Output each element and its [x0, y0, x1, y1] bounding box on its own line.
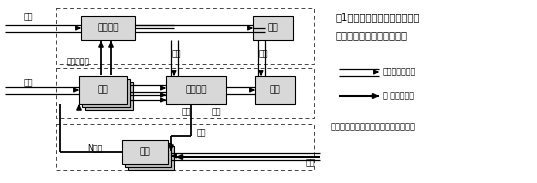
Bar	[128, 146, 174, 170]
Text: 搾草・貯蔵: 搾草・貯蔵	[67, 57, 90, 66]
Bar	[82, 79, 130, 107]
Text: 牧草と土壌は牧区ごとに計算される。: 牧草と土壌は牧区ごとに計算される。	[331, 122, 416, 131]
Text: 土壌: 土壌	[140, 147, 150, 156]
Text: 牛体: 牛体	[267, 23, 278, 33]
Text: 図1．集約放牧モデルにおける: 図1．集約放牧モデルにおける	[335, 12, 419, 22]
Text: 補助飼料: 補助飼料	[97, 23, 119, 33]
Text: 排泄: 排泄	[196, 128, 206, 137]
Text: 牧草: 牧草	[98, 85, 108, 94]
Bar	[56, 124, 314, 170]
Bar	[85, 82, 133, 110]
Text: 摂食: 摂食	[182, 107, 191, 117]
Bar	[125, 143, 171, 167]
Text: ： 窒素の流れ: ： 窒素の流れ	[383, 92, 414, 100]
Bar	[122, 140, 168, 164]
Bar	[166, 76, 226, 104]
Text: 牛乳: 牛乳	[270, 85, 280, 94]
Text: 生産物と窒素の流れの概要: 生産物と窒素の流れの概要	[335, 30, 407, 40]
Bar	[81, 16, 135, 40]
Text: 生長: 生長	[23, 79, 33, 87]
Text: 施肥: 施肥	[305, 158, 315, 167]
Bar	[255, 76, 295, 104]
Text: 泌乳: 泌乳	[211, 107, 221, 117]
Bar	[56, 68, 314, 118]
Text: 給与: 給与	[171, 49, 181, 59]
Text: 増体: 増体	[258, 49, 268, 59]
Text: ：生産物の流れ: ：生産物の流れ	[383, 68, 416, 76]
Bar	[253, 16, 293, 40]
Bar	[56, 8, 314, 64]
Bar	[79, 76, 127, 104]
Text: N吸収: N吸収	[88, 143, 103, 152]
Text: 摂取栄養: 摂取栄養	[185, 85, 207, 94]
Text: 購入: 購入	[23, 12, 33, 21]
